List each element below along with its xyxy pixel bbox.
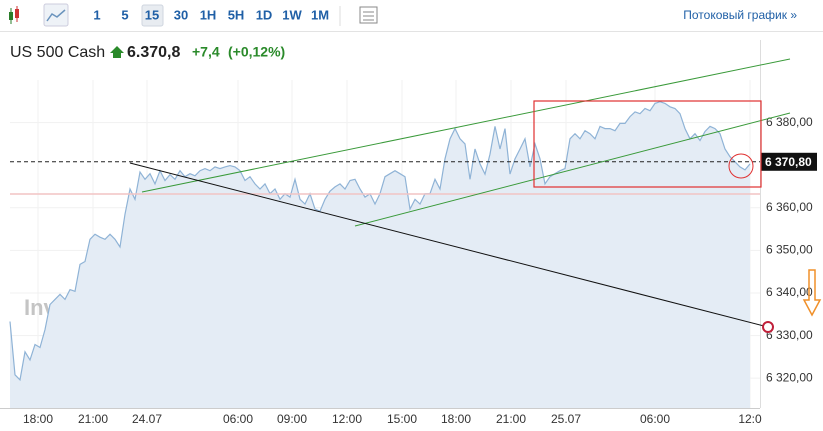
trend-line [129,162,769,328]
toolbar: Потоковый график » 1 5 15 30 1H 5H 1D 1W 1M [0,3,823,32]
candles-icon[interactable] [9,6,19,24]
plot: 6 320,00 6 330,00 6 340,00 6 350,00 6 360,00… [0,40,817,426]
drawings [10,58,822,333]
y-tick-label: 6 330,00 [766,328,813,342]
change-pct: (+0,12%) [228,44,285,60]
interval-button[interactable]: 1H [200,7,217,22]
active-interval [141,4,164,27]
interval-button[interactable]: 5H [228,7,245,22]
trend-end [762,321,774,333]
x-tick-label: 21:00 [78,412,108,426]
x-tick-label: 12:00 [332,412,362,426]
y-tick-label: 6 360,00 [766,200,813,214]
up-arrow [110,46,124,58]
x-tick-label: 15:00 [387,412,417,426]
change: +7,4 [192,44,220,60]
x-tick-label: 12:0 [738,412,762,426]
x-tick-label: 06:00 [223,412,253,426]
x-tick-label: 25.07 [551,412,581,426]
y-tick-label: 6 320,00 [766,370,813,384]
x-tick-label: 06:00 [640,412,670,426]
y-tick-label: 6 340,00 [766,285,813,299]
x-tick-label: 21:00 [496,412,526,426]
stream-link[interactable]: Потоковый график » [683,8,797,22]
interval-button[interactable]: 1W [282,7,302,22]
channel-lower [354,112,791,227]
x-tick-label: 09:00 [277,412,307,426]
area-fill [10,101,750,408]
price-tag-label: 6 370,80 [765,155,812,169]
price-tag [761,152,817,171]
y-tick-label: 6 380,00 [766,115,813,129]
x-tick-label: 24.07 [132,412,162,426]
x-tick-label: 18:00 [23,412,53,426]
interval-button[interactable]: 1M [311,7,329,22]
table-icon[interactable] [359,6,378,24]
interval-button[interactable]: 30 [174,7,188,22]
interval-button[interactable]: 1 [93,7,100,22]
highlight-box [533,100,762,188]
symbol: US 500 Cash [10,44,105,61]
down-arrow [802,269,822,317]
interval-button[interactable]: 1D [256,7,273,22]
channel-upper [141,58,791,193]
interval-button[interactable]: 15 [145,7,159,22]
y-tick-label: 6 350,00 [766,243,813,257]
highlight-circle [728,153,754,179]
x-tick-label: 18:00 [441,412,471,426]
price: 6.370,8 [127,44,180,61]
interval-button[interactable]: 5 [121,7,128,22]
area-icon[interactable] [43,3,69,27]
